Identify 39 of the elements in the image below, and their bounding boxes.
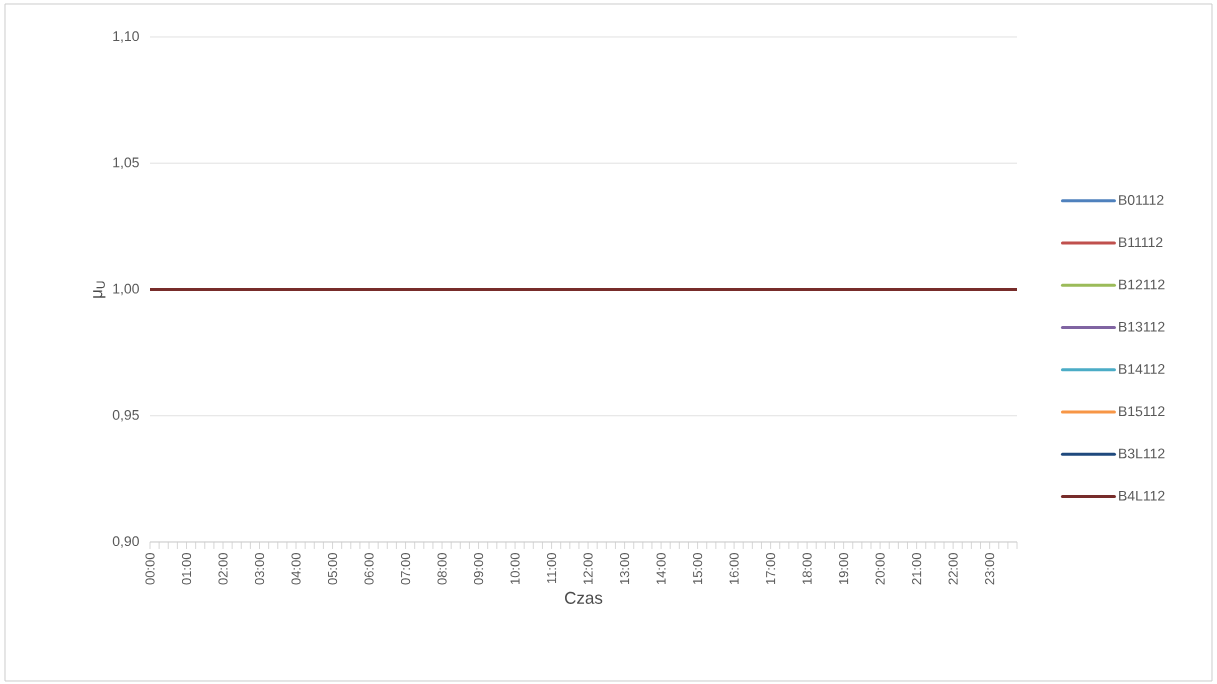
y-axis-title: μ$_{U}$ — [93, 281, 106, 298]
legend-label: B14112 — [1119, 364, 1165, 374]
x-tick-label: 07:00 — [400, 553, 411, 585]
x-tick-label: 03:00 — [254, 553, 265, 585]
x-tick-label: 08:00 — [437, 553, 447, 585]
x-tick-label: 06:00 — [364, 553, 374, 585]
x-tick-label: 05:00 — [327, 553, 338, 585]
y-tick-label: 0,95 — [112, 409, 139, 422]
x-tick-label: 09:00 — [473, 553, 484, 585]
x-tick-label: 00:00 — [145, 553, 155, 585]
x-tick-label: 13:00 — [619, 553, 630, 585]
x-tick-label: 01:00 — [181, 553, 192, 585]
y-tick-label: 0,90 — [112, 536, 139, 548]
y-tick-label: 1,05 — [113, 157, 139, 170]
legend-label: B12112 — [1119, 279, 1165, 290]
x-tick-label: 02:00 — [218, 553, 228, 585]
x-tick-label: 18:00 — [802, 553, 812, 585]
x-tick-label: 14:00 — [656, 553, 666, 585]
x-axis-title: Czas — [565, 591, 603, 604]
x-tick-label: 19:00 — [839, 553, 849, 585]
x-tick-label: 21:00 — [912, 553, 922, 585]
x-tick-label: 10:00 — [510, 553, 520, 585]
y-tick-label: 1,10 — [113, 31, 139, 43]
y-tick-label: 1,00 — [113, 283, 139, 296]
x-tick-label: 23:00 — [985, 553, 995, 585]
legend-label: B3L112 — [1119, 448, 1165, 459]
x-tick-label: 15:00 — [692, 553, 703, 585]
legend-label: B01112 — [1119, 195, 1164, 205]
x-tick-label: 04:00 — [291, 553, 301, 585]
legend-label: B4L112 — [1119, 490, 1165, 501]
x-tick-label: 20:00 — [875, 553, 885, 585]
legend-label: B15112 — [1119, 406, 1165, 417]
x-tick-label: 12:00 — [583, 553, 593, 585]
x-tick-label: 11:00 — [546, 553, 557, 584]
x-tick-label: 17:00 — [766, 553, 776, 585]
legend-label: B13112 — [1119, 321, 1165, 332]
legend-label: B11112 — [1119, 237, 1163, 248]
x-tick-label: 22:00 — [948, 553, 958, 585]
x-tick-label: 16:00 — [729, 553, 739, 585]
